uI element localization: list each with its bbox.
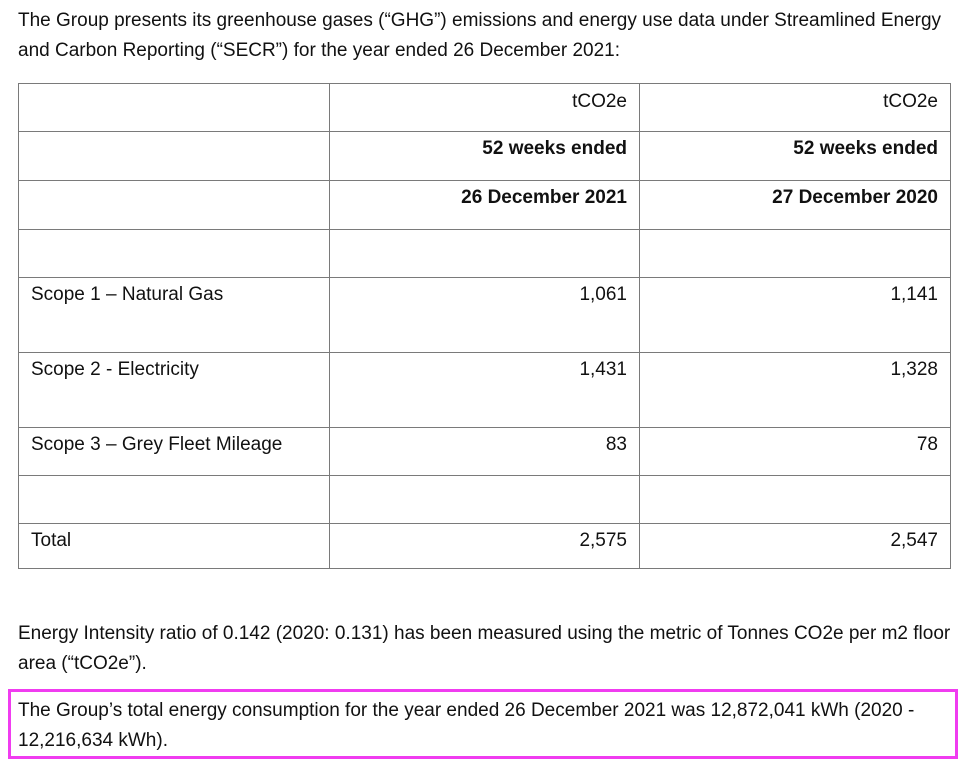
header-cell-label	[18, 180, 330, 230]
value-2020: 1,141	[639, 277, 951, 353]
value-2020: 1,328	[639, 352, 951, 428]
row-label: Scope 1 – Natural Gas	[18, 277, 330, 353]
energy-intensity-paragraph: Energy Intensity ratio of 0.142 (2020: 0…	[18, 623, 951, 674]
intro-paragraph: The Group presents its greenhouse gases …	[18, 10, 942, 61]
energy-consumption-paragraph: The Group’s total energy consumption for…	[18, 700, 915, 751]
header-unit-2020: tCO2e	[639, 83, 951, 132]
value-2021: 1,061	[329, 277, 640, 353]
total-label: Total	[18, 523, 330, 569]
header-date-2021: 26 December 2021	[329, 180, 640, 230]
table-spacer-row	[18, 475, 951, 524]
table-header-row-date: 26 December 2021 27 December 2020	[18, 180, 951, 230]
header-cell-label	[18, 131, 330, 181]
header-period-2020: 52 weeks ended	[639, 131, 951, 181]
value-2021: 83	[329, 427, 640, 476]
header-date-2020: 27 December 2020	[639, 180, 951, 230]
table-row: Scope 3 – Grey Fleet Mileage 83 78	[18, 427, 951, 476]
header-unit-2021: tCO2e	[329, 83, 640, 132]
table-row: Scope 2 - Electricity 1,431 1,328	[18, 352, 951, 428]
table-spacer-row	[18, 229, 951, 278]
value-2020: 78	[639, 427, 951, 476]
table-row: Scope 1 – Natural Gas 1,061 1,141	[18, 277, 951, 353]
ghg-emissions-table: tCO2e tCO2e 52 weeks ended 52 weeks ende…	[18, 83, 951, 569]
total-2020: 2,547	[639, 523, 951, 569]
total-2021: 2,575	[329, 523, 640, 569]
highlight-box	[8, 689, 958, 759]
value-2021: 1,431	[329, 352, 640, 428]
table-header-row-period: 52 weeks ended 52 weeks ended	[18, 131, 951, 181]
header-cell-label	[18, 83, 330, 132]
table-header-row-unit: tCO2e tCO2e	[18, 83, 951, 132]
row-label: Scope 3 – Grey Fleet Mileage	[18, 427, 330, 476]
header-period-2021: 52 weeks ended	[329, 131, 640, 181]
row-label: Scope 2 - Electricity	[18, 352, 330, 428]
table-total-row: Total 2,575 2,547	[18, 523, 951, 569]
